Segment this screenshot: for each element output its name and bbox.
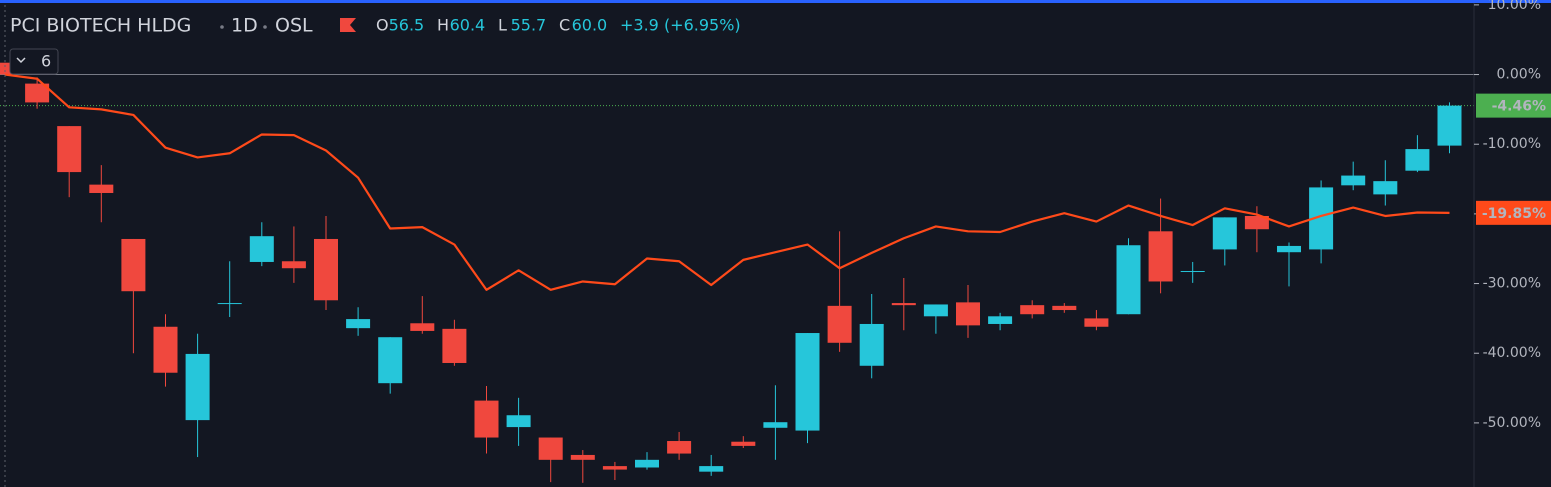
exchange: OSL [275,15,313,37]
candle-body [1116,245,1141,315]
price-badge [1476,200,1551,225]
compare-line [4,73,1450,291]
legend-value: 56.5 [389,16,425,35]
candle-body [699,466,724,472]
header: PCI BIOTECH HLDG 1D OSL O 56.5 H 60.4 L 55.7 C… [9,15,741,75]
candle-body [410,323,435,331]
legend-value: 60.0 [572,16,608,35]
candle-body [956,302,980,326]
candle-body [1020,305,1045,315]
candle-body [474,400,499,438]
top-border [0,0,1551,3]
dot [220,25,224,29]
candle-body [1341,175,1366,186]
chevron [16,57,26,64]
candle-body [1437,105,1462,146]
candle-body [346,319,371,329]
candle-body [923,304,948,317]
candle-body [25,83,50,103]
candle-body [763,422,788,428]
candle-body [570,454,595,460]
candle-body [378,337,403,384]
candle-body [442,328,467,363]
flag-icon[interactable] [340,18,356,32]
legend-key: H [437,16,449,35]
candle-body [1084,318,1109,327]
indicator-count: 6 [41,52,51,71]
legend-change: +3.9 (+6.95%) [620,16,741,35]
legend-value: 60.4 [450,16,486,35]
y-tick-label: -10.00% [1483,136,1541,152]
legend-key: O [376,16,389,35]
price-badge-label: -19.85% [1482,206,1546,222]
y-tick-label: -50.00% [1483,415,1541,431]
y-tick-label: 10.00% [1488,0,1541,13]
y-tick-label: -30.00% [1483,276,1541,292]
candle-body [1052,305,1077,311]
candle-body [1373,181,1398,195]
candle-body [249,236,274,262]
candle-body [153,326,178,373]
candle-body [121,238,146,292]
candle-body [1148,231,1173,282]
price-badge-label: -4.46% [1492,99,1546,115]
price-axis: 10.00%0.00%-10.00%-20.00%-30.00%-40.00%-… [1474,0,1551,431]
ohlc-legend: O 56.5 H 60.4 L 55.7 C 60.0 +3.9 (+6.95%) [376,16,741,35]
legend-key: C [559,16,570,35]
candle-body [57,126,82,173]
dot [263,25,267,29]
candle-body [314,238,338,301]
candle-body [1244,215,1269,230]
candle-body [827,305,852,343]
interval: 1D [231,15,258,37]
candle-body [1180,271,1205,273]
indicator-toggle[interactable] [9,48,59,75]
candle-body [281,261,306,269]
legend-value: 55.7 [511,16,547,35]
candle-body [185,353,210,421]
candle-body [795,333,820,431]
candle-body [538,437,563,460]
candle-body [891,303,916,306]
candle-body [1277,245,1301,253]
legend-key: L [498,16,507,35]
candle-body [859,323,884,366]
y-tick-label: -40.00% [1483,345,1541,361]
candle-body [217,303,242,305]
candle-body [506,415,531,428]
candle-body [635,459,659,468]
candle-body [731,441,756,446]
y-tick-label: 0.00% [1497,67,1541,83]
candle-body [602,466,627,470]
candle-body [667,441,692,454]
symbol: PCI BIOTECH HLDG [10,15,191,37]
plot-area [0,62,1474,483]
candle-body [988,316,1013,324]
candle-body [0,62,17,75]
candle-body [1212,217,1237,250]
candle-body [1405,149,1430,171]
price-badge [1476,93,1551,118]
candle-body [89,184,114,193]
